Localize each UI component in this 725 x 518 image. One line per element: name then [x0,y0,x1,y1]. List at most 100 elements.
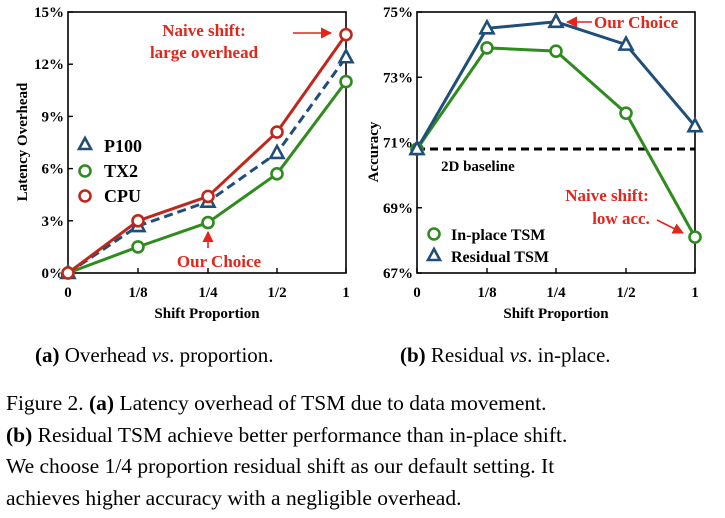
figure-2-charts: 0% 3% 6% 9% 12% 15% 0 1/8 1/4 1/2 1 Latency Overh… [15,5,704,322]
chart-b-y-tick-label: 67% [383,266,413,282]
chart-a-point-p100-4 [337,47,355,64]
legend-circle-marker-tx2 [78,164,92,178]
chart-b-point-in-place-tsm-4 [688,230,702,244]
chart-a-annotation-large-overhead: large overhead [150,43,259,62]
chart-b-legend: In-place TSM Residual TSM [425,227,549,266]
chart-b-series [408,12,704,244]
chart-b-point-in-place-tsm-1 [480,41,494,55]
chart-a-point-tx2-1 [131,240,145,254]
chart-a-latency-overhead: 0% 3% 6% 9% 12% 15% 0 1/8 1/4 1/2 1 Latency Overh… [15,5,355,322]
chart-a-x-tick-label: 1/2 [267,285,286,301]
chart-b-y-tick-label: 75% [383,5,413,21]
chart-b-point-in-place-tsm-2 [549,44,563,58]
chart-a-x-tick-label: 1 [342,285,350,301]
caption-line-1: Figure 2. (a) Latency overhead of TSM du… [6,388,722,420]
caption-text-a: Latency overhead of TSM due to data move… [114,391,547,415]
chart-b-point-residual-tsm-4 [686,116,704,133]
chart-a-point-cpu-0 [61,266,75,280]
legend-label-cpu: CPU [104,186,141,206]
chart-a-point-p100-3 [268,143,286,160]
legend-label-residual-tsm: Residual TSM [451,249,549,266]
legend-label-p100: P100 [104,136,142,156]
chart-b-point-residual-tsm-0 [408,139,426,156]
chart-a-annotation-our-choice: Our Choice [177,252,262,271]
subcaption-b: (b) Residual vs. in-place. [400,343,611,368]
chart-b-y-tick-label: 73% [383,70,413,86]
chart-a-point-cpu-1 [131,214,145,228]
subcaption-a-vs: vs [151,343,170,367]
legend-circle-marker-in-place-tsm [427,227,441,241]
chart-a-x-axis-label: Shift Proportion [154,306,260,322]
chart-a-x-ticks: 0 1/8 1/4 1/2 1 [64,268,350,301]
chart-b-y-ticks: 67% 69% 71% 73% 75% [383,5,422,282]
caption-text-b: Residual TSM achieve better performance … [32,422,568,447]
chart-b-x-tick-label: 0 [413,285,421,301]
subcaption-a-text-2: . proportion. [169,343,274,367]
caption-line-2: (b) Residual TSM achieve better performa… [6,420,722,452]
legend-item-in-place-tsm: In-place TSM [427,227,545,244]
chart-a-y-tick-label: 0% [42,266,65,282]
caption-tag-b: (b) [6,422,33,447]
chart-a-y-tick-label: 3% [42,214,65,230]
chart-a-point-tx2-3 [270,167,284,181]
chart-a-point-cpu-4 [339,27,353,42]
chart-a-x-tick-label: 0 [64,285,72,301]
legend-label-in-place-tsm: In-place TSM [451,227,545,244]
chart-a-y-axis-label: Latency Overhead [15,82,31,201]
legend-triangle-marker-residual-tsm [425,246,443,262]
legend-item-cpu: CPU [78,186,141,206]
chart-b-annotation-naive-shift: Naive shift: [565,186,649,205]
figure-caption: Figure 2. (a) Latency overhead of TSM du… [6,388,722,514]
chart-a-x-tick-label: 1/4 [198,285,218,301]
chart-b-y-tick-label: 71% [383,136,413,152]
chart-b-x-tick-label: 1/2 [616,285,635,301]
chart-a-point-tx2-2 [201,215,215,230]
chart-a-y-ticks: 0% 3% 6% 9% 12% 15% [34,5,73,282]
chart-a-y-tick-label: 6% [42,162,65,178]
legend-label-tx2: TX2 [104,161,138,181]
chart-a-annotation-naive-shift: Naive shift: [162,21,246,40]
chart-b-accuracy: 67% 69% 71% 73% 75% 0 1/8 1/4 1/2 1 Accuracy Shi… [366,5,704,322]
chart-b-baseline-label: 2D baseline [441,159,515,175]
subcaption-a-text-1: Overhead [59,343,152,367]
caption-figure-label: Figure 2. [6,391,90,415]
caption-line-4: achieves higher accuracy with a negligib… [6,485,462,510]
chart-b-annotation-our-choice: Our Choice [594,13,679,32]
chart-b-series-line-residual-tsm [415,20,697,150]
subcaption-a: (a) Overhead vs. proportion. [35,343,274,368]
chart-b-x-tick-label: 1/4 [546,285,566,301]
chart-b-x-tick-label: 1/8 [477,285,496,301]
chart-b-y-tick-label: 69% [383,201,413,217]
chart-a-legend: P100 TX2 CPU [76,135,142,206]
caption-tag-a: (a) [89,391,115,415]
legend-circle-marker-cpu [78,189,92,203]
chart-b-point-residual-tsm-2 [547,12,565,29]
legend-item-tx2: TX2 [78,161,138,181]
chart-b-x-axis-label: Shift Proportion [503,306,609,322]
caption-line-3: We choose 1/4 proportion residual shift … [6,454,555,478]
chart-b-point-in-place-tsm-3 [619,106,633,120]
chart-b-naive-arrow [656,219,685,234]
chart-b-annotation-low-acc: low acc. [592,209,650,228]
chart-a-point-tx2-4 [339,74,353,89]
legend-triangle-marker-p100 [76,135,94,151]
subcaption-b-vs: vs [509,343,528,367]
chart-a-x-tick-label: 1/8 [128,285,147,301]
subcaption-a-tag: (a) [35,343,60,367]
subcaption-b-tag: (b) [400,343,426,367]
chart-a-plot-frame [67,11,347,274]
chart-b-point-residual-tsm-1 [478,18,496,35]
chart-a-y-tick-label: 12% [34,57,64,73]
chart-a-series [59,27,355,280]
legend-item-residual-tsm: Residual TSM [425,246,549,266]
chart-b-x-ticks: 0 1/8 1/4 1/2 1 [413,268,699,301]
subcaption-b-text-1: Residual [425,343,510,367]
subcaption-b-text-2: . in-place. [527,343,611,367]
legend-item-p100: P100 [76,135,142,156]
chart-a-y-tick-label: 15% [34,5,64,21]
chart-b-point-residual-tsm-3 [617,34,635,51]
chart-b-x-tick-label: 1 [691,285,699,301]
chart-a-y-tick-label: 9% [42,109,65,125]
chart-b-y-axis-label: Accuracy [366,121,382,182]
chart-a-point-cpu-2 [201,189,215,204]
